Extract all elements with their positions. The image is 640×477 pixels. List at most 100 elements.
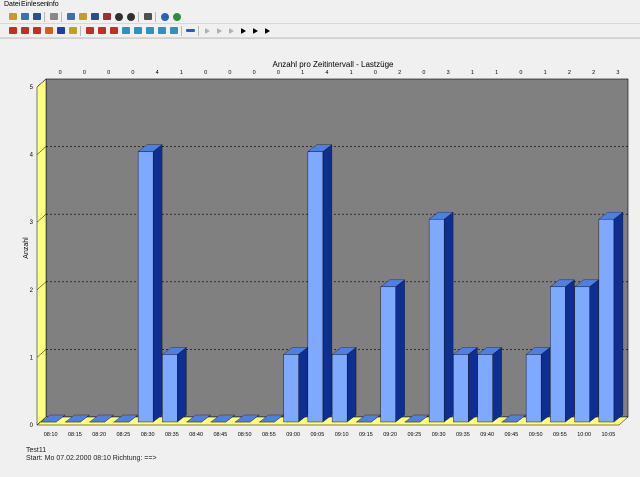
last-record-button[interactable] [262,25,273,36]
count-label: 1 [180,70,183,76]
bar-top [598,212,624,220]
menu-datei[interactable]: Datei [4,1,21,8]
report-button[interactable] [101,11,112,22]
count-label: 0 [277,70,280,76]
previous-page-icon [217,27,222,34]
bar-top [307,144,333,152]
car-red-icon [20,27,29,34]
y-tick-label: 5 [30,85,34,91]
previous-button[interactable] [226,25,237,36]
clock-button[interactable] [113,11,124,22]
vehicle-pair-icon [97,27,106,34]
menu-einlesen[interactable]: Einlesen [21,1,48,8]
globe-button[interactable] [171,11,182,22]
chart-type-5-button[interactable] [168,25,179,36]
info-button[interactable] [159,11,170,22]
previous-page-button[interactable] [214,25,225,36]
x-tick-label: 09:25 [407,432,421,438]
filter-button[interactable] [48,11,59,22]
no-entry-button[interactable] [125,11,136,22]
next-page-button[interactable] [250,25,261,36]
menu-info[interactable]: Info [47,1,59,8]
y-tick-mark [36,214,47,223]
filter-icon [49,13,58,20]
vehicle-group-icon [85,27,94,34]
vehicle-toolbar [0,24,640,38]
x-tick-label: 09:55 [553,432,567,438]
save-icon [32,13,41,20]
car-red-button[interactable] [19,25,30,36]
bar [453,354,469,423]
open-folder-button[interactable] [7,11,18,22]
car-orange-button[interactable] [43,25,54,36]
first-record-button[interactable] [202,25,213,36]
bus-blue-button[interactable] [55,25,66,36]
bar-top [283,347,309,355]
bar [283,354,299,423]
chart-type-5-icon [169,27,178,34]
x-tick-label: 08:35 [165,432,179,438]
bar-side [346,347,357,423]
x-tick-label: 09:35 [456,432,470,438]
y-tick-label: 1 [30,355,34,361]
first-record-icon [205,27,210,34]
x-tick-label: 08:45 [213,432,227,438]
chart-area: Anzahl pro Zeitintervall - Lastzüge 0 1 2 3 4… [0,38,640,449]
count-label: 0 [59,70,62,76]
x-tick-label: 08:50 [238,432,252,438]
bar [331,354,348,423]
next-button[interactable] [238,25,249,36]
bar-top [258,414,284,423]
toolbar-separator [61,12,62,22]
x-tick-label: 08:30 [141,432,155,438]
folder-button[interactable] [77,11,88,22]
truck-red-button[interactable] [7,25,18,36]
vehicle-group-button[interactable] [84,25,95,36]
bar-top [574,279,600,287]
print-preview-button[interactable] [19,11,30,22]
bar-side [322,144,333,423]
count-label: 0 [83,70,86,76]
printer-button[interactable] [142,11,153,22]
x-tick-label: 08:20 [92,432,106,438]
bar-side [613,211,624,423]
vehicle-mixed-button[interactable] [108,25,119,36]
y-tick-mark [36,349,47,358]
vehicle-pair-button[interactable] [96,25,107,36]
bar-chart-button[interactable] [89,11,100,22]
chart-type-2-button[interactable] [132,25,143,36]
count-label: 2 [592,70,595,76]
bar [428,218,445,423]
chart-type-1-button[interactable] [120,25,131,36]
save-button[interactable] [31,11,42,22]
count-label: 2 [398,70,401,76]
arrow-right-blue-button[interactable] [185,25,196,36]
car-red-2-button[interactable] [31,25,42,36]
count-label: 2 [568,70,571,76]
bar-top [64,414,90,423]
bar [550,286,566,423]
chart-type-4-button[interactable] [156,25,167,36]
open-folder-icon [8,13,17,20]
window-button[interactable] [65,11,76,22]
car-yellow-button[interactable] [67,25,78,36]
bar-side [443,211,454,423]
start-info: Start: Mo 07.02.2000 08:10 Richtung: ==> [26,455,157,462]
chart-type-3-button[interactable] [144,25,155,36]
bar-top [355,414,381,423]
toolbar-separator [181,26,182,36]
bar [162,354,178,423]
count-label: 0 [519,70,522,76]
x-tick-label: 09:50 [529,432,543,438]
y-tick-mark [36,416,47,426]
bar-top [40,414,66,423]
count-label: 0 [374,70,377,76]
y-tick-mark [36,78,47,88]
bar-side [565,279,575,423]
chart-type-1-icon [121,27,130,34]
arrow-right-blue-icon [186,29,195,32]
chart-type-3-icon [145,27,154,34]
y-tick-label: 0 [30,423,34,429]
bar-chart-icon [90,13,99,20]
menu-bar: Datei Einlesen Info [0,0,640,10]
